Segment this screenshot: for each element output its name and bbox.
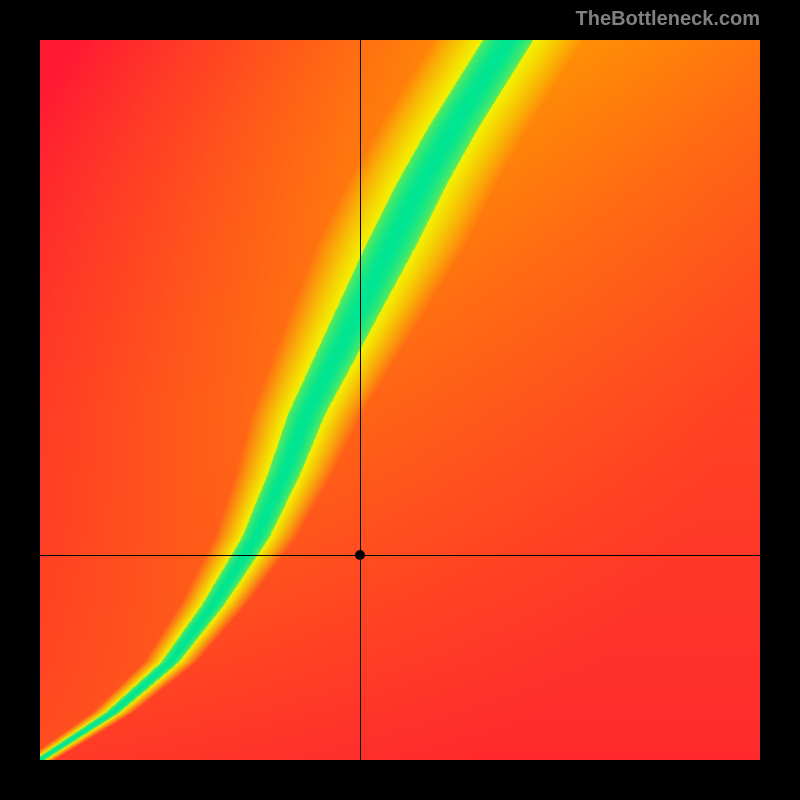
crosshair-horizontal: [40, 555, 760, 556]
heatmap-canvas: [40, 40, 760, 760]
crosshair-vertical: [360, 40, 361, 760]
heatmap-plot: [40, 40, 760, 760]
watermark-text: TheBottleneck.com: [576, 8, 760, 31]
data-point-marker: [355, 550, 365, 560]
